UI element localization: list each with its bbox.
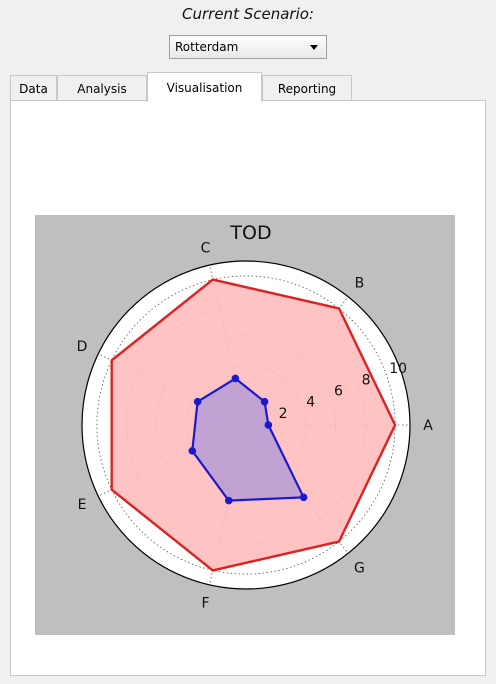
- category-label: B: [355, 276, 365, 292]
- category-label: C: [201, 241, 211, 257]
- category-label: D: [77, 339, 88, 355]
- series-2-point: [224, 496, 233, 505]
- series-2-polygon: [191, 377, 306, 502]
- category-label: A: [423, 418, 433, 434]
- scenario-heading: Current Scenario:: [182, 5, 314, 23]
- visualisation-panel: 2 4 6 8 10 A B C D E F G TOD: [10, 100, 486, 676]
- tab-analysis[interactable]: Analysis: [57, 75, 147, 101]
- radial-tick-label: 2: [279, 406, 288, 422]
- series-2-point: [260, 397, 269, 406]
- radial-tick-label: 6: [334, 383, 343, 399]
- tab-visualisation[interactable]: Visualisation: [147, 72, 262, 102]
- radar-chart-svg: 2 4 6 8 10 A B C D E F G TOD: [77, 222, 434, 611]
- category-label: E: [78, 497, 87, 513]
- radial-tick-label: 4: [306, 395, 315, 411]
- category-label: G: [354, 560, 365, 576]
- radial-tick-label: 8: [362, 372, 371, 388]
- series-2-point: [193, 397, 202, 406]
- radar-chart: 2 4 6 8 10 A B C D E F G TOD: [35, 215, 455, 635]
- radial-tick-label: 10: [389, 361, 407, 377]
- series-2-point: [188, 447, 197, 455]
- series-2-point: [231, 374, 240, 383]
- chart-title: TOD: [229, 222, 271, 244]
- tab-data[interactable]: Data: [10, 75, 57, 101]
- tab-reporting[interactable]: Reporting: [262, 75, 352, 101]
- category-label: F: [201, 595, 209, 611]
- series-2-point: [264, 421, 273, 429]
- scenario-dropdown-value: Rotterdam: [175, 40, 239, 54]
- scenario-dropdown[interactable]: Rotterdam: [169, 35, 327, 59]
- series-2-point: [299, 493, 308, 502]
- chevron-down-icon[interactable]: [310, 45, 318, 50]
